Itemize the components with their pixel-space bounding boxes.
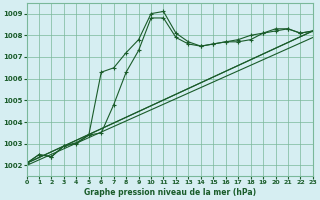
X-axis label: Graphe pression niveau de la mer (hPa): Graphe pression niveau de la mer (hPa)	[84, 188, 256, 197]
